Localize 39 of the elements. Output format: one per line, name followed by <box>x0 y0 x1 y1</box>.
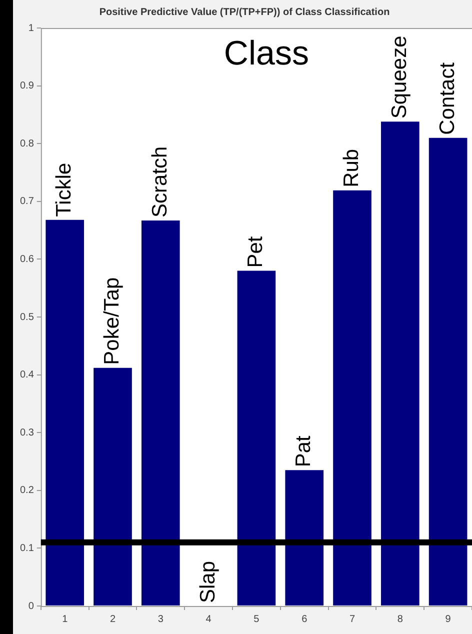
bar <box>333 190 372 606</box>
annotation: Rub <box>340 148 364 188</box>
bar <box>94 368 132 606</box>
x-tick-label: 6 <box>302 614 308 625</box>
y-tick-label: 0 <box>28 600 34 612</box>
y-tick-label: 1 <box>28 22 34 34</box>
bar <box>237 270 276 606</box>
x-tick-label: 5 <box>254 614 260 625</box>
bar <box>428 138 468 606</box>
bar <box>141 220 180 606</box>
annotation: Class <box>224 34 309 72</box>
y-tick-label: 0.2 <box>20 485 34 496</box>
y-tick-label: 0.1 <box>20 542 34 554</box>
annotation: Pat <box>292 435 316 468</box>
x-tick-label: 1 <box>62 614 68 625</box>
annotation: Poke/Tap <box>100 277 124 365</box>
annotation: Tickle <box>52 162 76 217</box>
x-tick-label: 4 <box>206 614 212 625</box>
x-tick-label: 7 <box>349 614 356 625</box>
bar <box>380 122 420 606</box>
y-tick-label: 0.8 <box>20 138 34 150</box>
x-tick-label: 8 <box>397 614 404 625</box>
chart-title: Positive Predictive Value (TP/(TP+FP)) of Class Classification <box>99 6 390 18</box>
x-tick-label: 3 <box>158 614 164 625</box>
y-tick-label: 0.3 <box>20 427 34 438</box>
y-tick-label: 0.7 <box>20 196 34 208</box>
annotation: Scratch <box>148 146 172 218</box>
y-tick-label: 0.5 <box>20 312 34 323</box>
annotation: Squeeze <box>388 36 411 119</box>
y-tick-label: 0.9 <box>20 80 34 92</box>
x-tick-label: 2 <box>110 614 116 625</box>
bar <box>46 220 84 606</box>
x-tick-label: 9 <box>445 614 452 625</box>
annotation: Pet <box>244 236 268 268</box>
annotation: Slap <box>196 560 220 603</box>
y-tick-label: 0.6 <box>20 254 34 265</box>
annotation: Contact <box>436 62 459 135</box>
y-tick-label: 0.4 <box>20 370 34 381</box>
bar <box>285 470 324 606</box>
